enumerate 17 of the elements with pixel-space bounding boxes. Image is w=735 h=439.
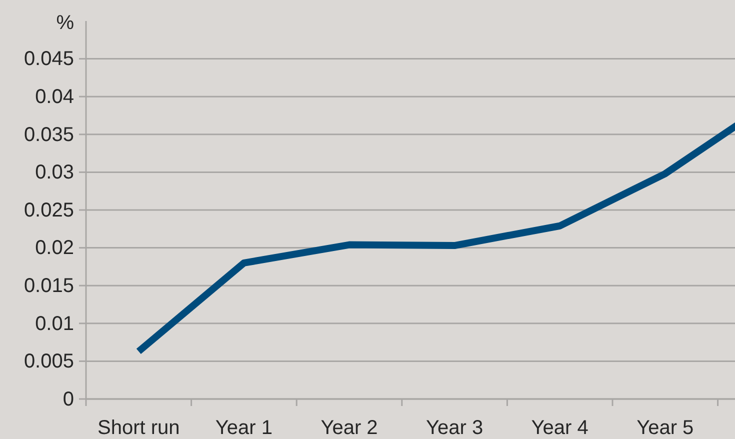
y-tick-label: 0.03 bbox=[35, 162, 74, 184]
x-tick-label: Year 3 bbox=[426, 417, 484, 439]
x-tick-label: Year 1 bbox=[215, 417, 272, 439]
y-tick-label: 0.01 bbox=[35, 312, 74, 335]
y-tick-label: 0.035 bbox=[24, 124, 74, 146]
x-tick-label: Year 5 bbox=[636, 417, 694, 439]
x-tick-label: Short run bbox=[98, 417, 180, 439]
y-tick-label: 0.015 bbox=[24, 275, 74, 297]
y-axis-title: % bbox=[56, 12, 74, 34]
y-tick-label: 0 bbox=[62, 388, 74, 410]
y-tick-label: 0.04 bbox=[35, 86, 74, 108]
y-tick-label: 0.025 bbox=[24, 199, 74, 222]
y-tick-label: 0.005 bbox=[24, 350, 74, 373]
x-tick-label: Year 4 bbox=[531, 417, 588, 439]
x-tick-label: Year 2 bbox=[320, 417, 378, 439]
y-tick-label: 0.045 bbox=[24, 48, 74, 70]
y-tick-label: 0.02 bbox=[35, 237, 74, 260]
